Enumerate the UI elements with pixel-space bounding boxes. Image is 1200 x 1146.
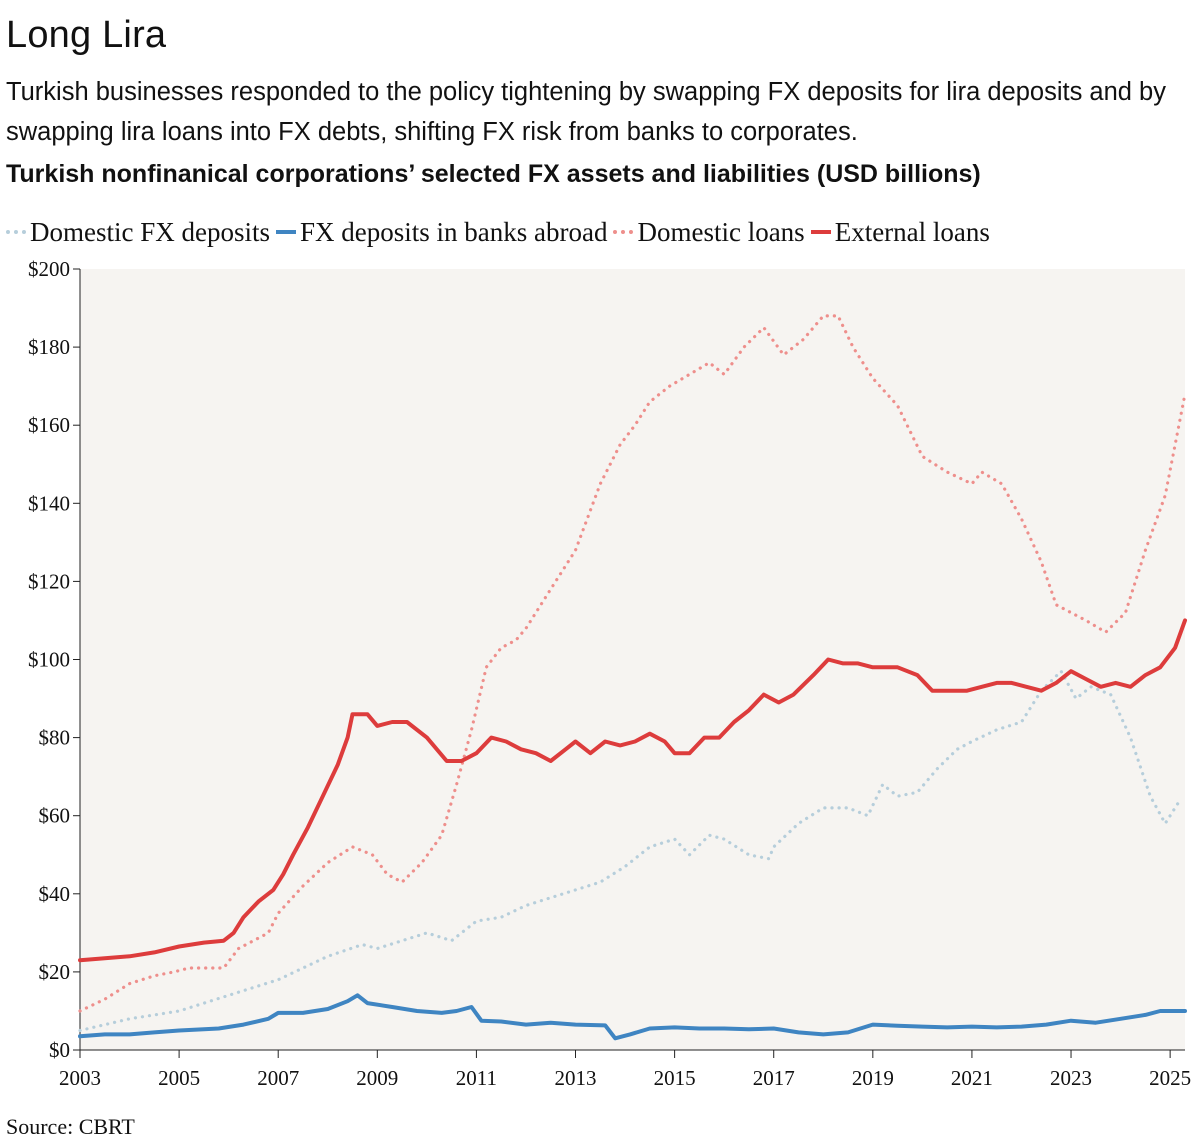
x-tick-label: 2013 [555,1066,597,1090]
legend-swatch-external-loans [810,230,831,234]
source-note: Source: CBRT [6,1114,135,1139]
chart-legend: Domestic FX deposits FX deposits in bank… [6,212,1200,252]
series-line-fx-deposits-abroad [78,993,1187,1041]
legend-label-external-loans: External loans [834,216,990,247]
x-tick-label: 2011 [456,1066,497,1090]
legend-swatch-domestic-loans [613,230,634,234]
page-title: Long Lira [6,14,167,56]
x-tick-label: 2019 [852,1066,894,1090]
legend-label-domestic-fx-deposits: Domestic FX deposits [30,216,270,247]
y-tick-label: $140 [28,491,70,515]
legend-item-external-loans: External loans [810,216,990,248]
legend-item-domestic-fx-deposits: Domestic FX deposits [6,217,270,248]
chart-subtitle: Turkish businesses responded to the poli… [6,78,1166,146]
x-tick-label: 2009 [356,1066,398,1090]
y-tick-label: $0 [49,1038,70,1062]
plot-background [80,269,1185,1050]
line-chart: $0 $20 $40 $60 $80 $100 $120 $140 $160 $180 $200 20… [28,257,1191,1090]
x-tick-label: 2021 [951,1066,993,1090]
series-line-domestic-fx-deposits [78,669,1182,1033]
x-tick-label: 2015 [654,1066,696,1090]
x-tick-label: 2025 [1149,1066,1191,1090]
legend-swatch-domestic-fx-deposits [6,230,26,234]
series-line-domestic-loans [78,314,1187,1013]
x-tick-label: 2023 [1050,1066,1092,1090]
y-tick-label: $100 [28,648,70,672]
legend-item-fx-deposits-abroad: FX deposits in banks abroad [276,217,607,248]
legend-label-domestic-loans: Domestic loans [637,216,805,247]
y-tick-label: $40 [39,882,71,906]
x-tick-label: 2003 [59,1066,101,1090]
legend-label-fx-deposits-abroad: FX deposits in banks abroad [300,216,608,247]
x-tick-label: 2017 [753,1066,795,1090]
y-tick-label: $200 [28,257,70,281]
y-tick-label: $120 [28,569,70,593]
chart-title: Turkish nonfinanical corporations’ selec… [6,160,981,188]
x-tick-label: 2005 [158,1066,200,1090]
y-tick-label: $180 [28,335,70,359]
y-tick-label: $60 [39,804,71,828]
y-tick-label: $20 [39,960,71,984]
series-line-external-loans [78,618,1187,963]
legend-swatch-fx-deposits-abroad [276,230,296,234]
legend-item-domestic-loans: Domestic loans [613,216,805,248]
y-tick-label: $80 [39,726,71,750]
x-tick-label: 2007 [257,1066,299,1090]
y-tick-label: $160 [28,413,70,437]
